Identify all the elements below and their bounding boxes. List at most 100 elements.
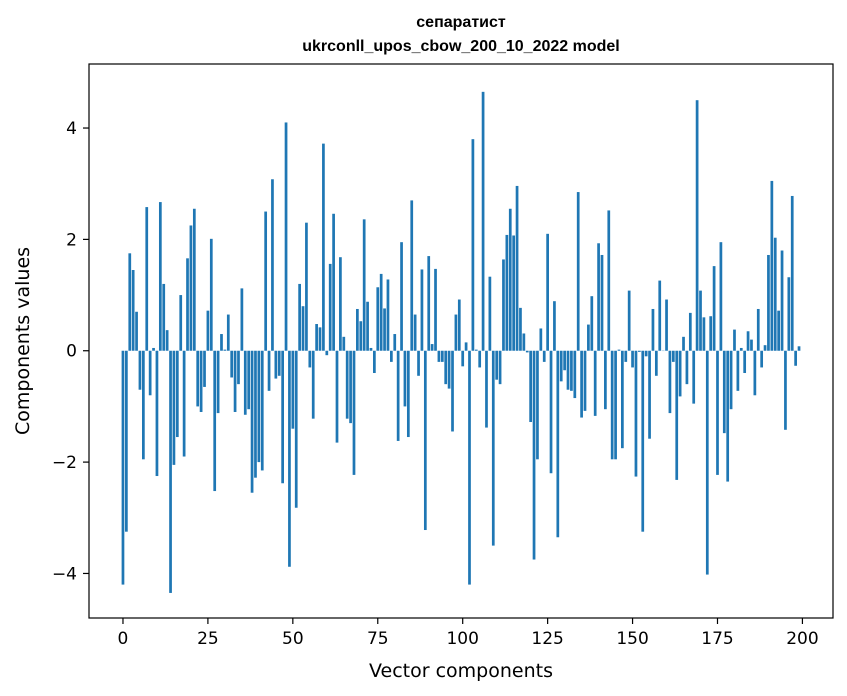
bar [417, 350, 420, 376]
bar [719, 242, 723, 351]
bar [206, 310, 210, 351]
bar [339, 257, 342, 351]
bar [430, 344, 434, 351]
bar [760, 350, 764, 368]
bar [172, 350, 176, 465]
bar [209, 238, 213, 351]
bar [322, 143, 325, 351]
bar [678, 350, 682, 397]
x-tick-label: 200 [786, 629, 818, 649]
bar [743, 350, 747, 374]
bar [305, 222, 308, 351]
bar [631, 350, 634, 368]
bar [233, 350, 237, 412]
bar [264, 211, 268, 351]
chart-title: сепаратист [416, 14, 506, 31]
bar [790, 195, 794, 351]
bar [624, 350, 628, 362]
bar [291, 350, 295, 429]
bar [328, 263, 332, 351]
y-tick-label: 0 [66, 342, 77, 362]
bar [474, 349, 478, 351]
bar [600, 254, 604, 351]
bar [658, 280, 662, 351]
bar [685, 350, 689, 385]
bar [604, 350, 607, 410]
bar [797, 346, 801, 351]
bar [165, 330, 169, 351]
bar [376, 287, 380, 351]
bar [794, 350, 797, 366]
bar [125, 350, 128, 532]
bar [138, 350, 142, 390]
bar [610, 350, 614, 460]
bar [437, 350, 441, 362]
bar [726, 350, 730, 482]
bar [131, 270, 135, 351]
bar [390, 350, 393, 362]
x-tick-label: 150 [616, 629, 648, 649]
bar [393, 334, 397, 351]
bar [770, 180, 774, 351]
bar [400, 242, 403, 351]
bar [573, 350, 577, 399]
bar [702, 317, 706, 351]
bar [396, 350, 400, 441]
bar [736, 350, 740, 391]
bar [247, 350, 251, 410]
bar [121, 350, 125, 585]
bar [158, 202, 162, 351]
bar [451, 350, 454, 432]
x-tick-label: 25 [197, 629, 219, 649]
bar [508, 208, 512, 351]
bar [525, 350, 529, 353]
bar [590, 296, 594, 351]
bar [733, 329, 736, 351]
bar [739, 347, 743, 351]
bar [308, 350, 312, 368]
bar [271, 179, 274, 351]
bar [780, 250, 784, 351]
bar [454, 314, 458, 351]
bar [281, 350, 284, 484]
bar [440, 350, 444, 362]
bar [379, 273, 383, 351]
bar [688, 312, 692, 351]
bar [318, 327, 322, 351]
bar [128, 253, 132, 351]
bar [641, 350, 645, 532]
bar [155, 350, 159, 477]
y-tick-label: 4 [66, 119, 77, 139]
bar [471, 139, 475, 351]
bar [294, 350, 298, 508]
bar [712, 266, 716, 351]
bar [223, 349, 227, 351]
bar [580, 350, 583, 418]
bar [559, 350, 563, 382]
bar [705, 350, 709, 575]
bar [607, 210, 611, 351]
bar [369, 347, 373, 351]
bar [648, 350, 651, 439]
bar [665, 299, 668, 351]
bar [722, 350, 726, 434]
bar [763, 345, 767, 351]
bar [325, 350, 329, 356]
bar [226, 314, 230, 351]
bar [444, 350, 448, 385]
bar [716, 350, 719, 475]
bar [787, 277, 791, 351]
bar [464, 342, 468, 351]
bar [250, 350, 254, 493]
y-tick-label: −2 [52, 453, 77, 473]
bar [406, 350, 410, 438]
bar [162, 283, 166, 351]
bar [352, 350, 356, 475]
bar [529, 350, 532, 423]
bar [142, 350, 145, 460]
bar [152, 347, 155, 351]
bar [447, 350, 451, 389]
bar [203, 350, 206, 387]
x-tick-label: 0 [118, 629, 129, 649]
bar [583, 350, 587, 411]
